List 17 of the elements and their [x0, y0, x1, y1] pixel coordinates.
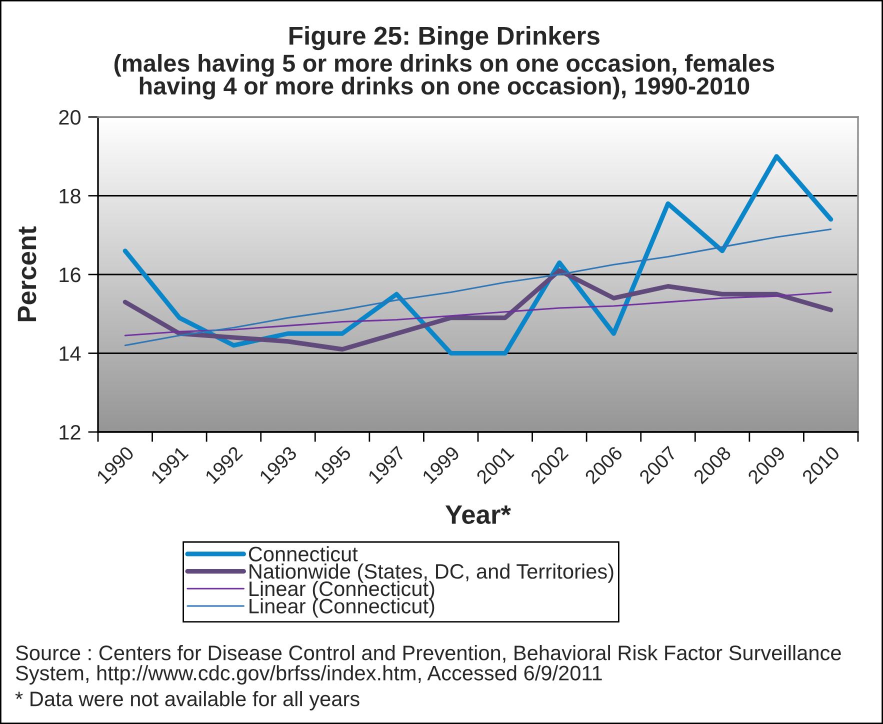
- line-series: [122, 268, 834, 352]
- y-tick-label: 12: [60, 425, 80, 440]
- chart-title: Figure 25: Binge Drinkers: [290, 26, 600, 50]
- x-axis-title: Year*: [445, 506, 511, 524]
- legend-label: Linear (Connecticut): [250, 598, 434, 618]
- y-tick-label: 20: [59, 110, 81, 125]
- line-series: [124, 291, 832, 336]
- y-tick-label: 14: [60, 346, 81, 361]
- legend-label: Connecticut: [248, 546, 358, 562]
- y-tick-label: 16: [60, 268, 80, 282]
- y-tick-label: 18: [60, 188, 80, 204]
- line-series: [122, 154, 834, 356]
- line-series: [124, 228, 832, 346]
- y-axis-title: Percent: [18, 226, 36, 322]
- source-note: Source : Centers for Disease Control and Prevention, Behavioral Risk Factor Surveillance System, http://www.cdc.gov/brfss/index.htm, Accessed 6/9/2011: [16, 645, 841, 685]
- text: * Data were not available for all years: [15, 691, 360, 710]
- chart-subtitle: (males having 5 or more drinks on one occasion, females having 4 or more drinks on one occasion), 1990-2010: [114, 54, 774, 100]
